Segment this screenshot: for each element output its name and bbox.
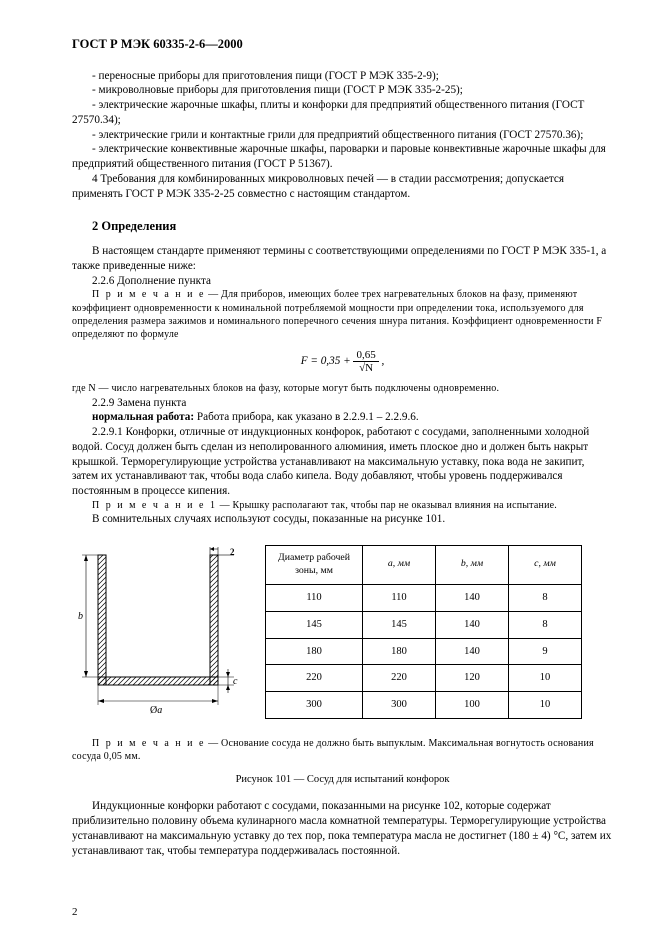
cell: 10 bbox=[509, 665, 582, 692]
th-b-label: b, мм bbox=[461, 558, 483, 569]
formula: F = 0,35 + 0,65 √N , bbox=[72, 349, 613, 374]
cell: 120 bbox=[436, 665, 509, 692]
cell: 8 bbox=[509, 611, 582, 638]
th-c: c, мм bbox=[509, 545, 582, 584]
p-226: 2.2.6 Дополнение пункта bbox=[72, 274, 613, 289]
dim-a: Øa bbox=[150, 705, 162, 716]
paragraph-4: 4 Требования для комбинированных микрово… bbox=[72, 172, 613, 202]
list-item-1: - микроволновые приборы для приготовлени… bbox=[72, 83, 613, 98]
note-1-label: П р и м е ч а н и е bbox=[92, 289, 205, 300]
formula-fraction: 0,65 √N bbox=[353, 349, 378, 374]
vessel-diagram: 2 b c Øa bbox=[72, 541, 247, 716]
note-3: П р и м е ч а н и е — Основание сосуда н… bbox=[72, 737, 613, 763]
formula-tail: , bbox=[379, 355, 385, 367]
cell: 10 bbox=[509, 692, 582, 719]
list-item-3: - электрические грили и контактные грили… bbox=[72, 128, 613, 143]
cell: 8 bbox=[509, 584, 582, 611]
cell: 145 bbox=[266, 611, 363, 638]
cell: 100 bbox=[436, 692, 509, 719]
formula-lhs: F bbox=[301, 355, 308, 367]
p-doubt: В сомнительных случаях используют сосуды… bbox=[72, 512, 613, 527]
cell: 145 bbox=[363, 611, 436, 638]
sec2-intro: В настоящем стандарте применяют термины … bbox=[72, 244, 613, 274]
formula-num: 0,65 bbox=[353, 349, 378, 362]
cell: 180 bbox=[363, 638, 436, 665]
list-item-4: - электрические конвективные жарочные шк… bbox=[72, 142, 613, 172]
note-2: П р и м е ч а н и е 1 — Крышку располага… bbox=[72, 499, 613, 512]
p-229-norm: нормальная работа: Работа прибора, как у… bbox=[72, 410, 613, 425]
figure-101: 2 b c Øa bbox=[72, 541, 613, 719]
dim-c: c bbox=[233, 676, 238, 687]
table-row: 220 220 120 10 bbox=[266, 665, 582, 692]
doc-header: ГОСТ Р МЭК 60335-2-6—2000 bbox=[72, 36, 613, 53]
vessel-table: Диаметр рабочей зоны, мм a, мм b, мм c, … bbox=[265, 545, 582, 719]
cell: 300 bbox=[363, 692, 436, 719]
cell: 180 bbox=[266, 638, 363, 665]
cell: 140 bbox=[436, 584, 509, 611]
list-item-0: - переносные приборы для приготовления п… bbox=[72, 69, 613, 84]
table-row: 145 145 140 8 bbox=[266, 611, 582, 638]
table-header-row: Диаметр рабочей зоны, мм a, мм b, мм c, … bbox=[266, 545, 582, 584]
formula-eq: = 0,35 + bbox=[310, 355, 350, 367]
page: ГОСТ Р МЭК 60335-2-6—2000 - переносные п… bbox=[0, 0, 661, 936]
th-a: a, мм bbox=[363, 545, 436, 584]
cell: 220 bbox=[266, 665, 363, 692]
cell: 140 bbox=[436, 611, 509, 638]
p-229: 2.2.9 Замена пункта bbox=[72, 396, 613, 411]
table-row: 180 180 140 9 bbox=[266, 638, 582, 665]
th-diameter: Диаметр рабочей зоны, мм bbox=[266, 545, 363, 584]
dim-b: b bbox=[78, 611, 83, 622]
note-1: П р и м е ч а н и е — Для приборов, имею… bbox=[72, 288, 613, 341]
th-c-label: c, мм bbox=[534, 558, 556, 569]
p-229-norm-body: Работа прибора, как указано в 2.2.9.1 – … bbox=[194, 411, 419, 423]
section-2-title: 2 Определения bbox=[92, 218, 613, 235]
cell: 140 bbox=[436, 638, 509, 665]
figure-101-caption: Рисунок 101 — Сосуд для испытаний конфор… bbox=[72, 773, 613, 787]
dim-2: 2 bbox=[230, 547, 235, 557]
cell: 220 bbox=[363, 665, 436, 692]
table-row: 110 110 140 8 bbox=[266, 584, 582, 611]
cell: 9 bbox=[509, 638, 582, 665]
where-n: где N — число нагревательных блоков на ф… bbox=[72, 382, 613, 395]
list-item-2: - электрические жарочные шкафы, плиты и … bbox=[72, 98, 613, 128]
page-number: 2 bbox=[72, 905, 78, 920]
p-229-norm-lead: нормальная работа: bbox=[92, 411, 194, 423]
formula-den: √N bbox=[353, 362, 378, 374]
cell: 300 bbox=[266, 692, 363, 719]
note-3-label: П р и м е ч а н и е bbox=[92, 738, 205, 749]
table-row: 300 300 100 10 bbox=[266, 692, 582, 719]
cell: 110 bbox=[363, 584, 436, 611]
cell: 110 bbox=[266, 584, 363, 611]
p-induction: Индукционные конфорки работают с сосудам… bbox=[72, 799, 613, 858]
note-2-body: — Крышку располагают так, чтобы пар не о… bbox=[217, 500, 557, 511]
th-b: b, мм bbox=[436, 545, 509, 584]
th-a-label: a, мм bbox=[388, 558, 410, 569]
p-2291: 2.2.9.1 Конфорки, отличные от индукционн… bbox=[72, 425, 613, 499]
note-2-label: П р и м е ч а н и е 1 bbox=[92, 500, 217, 511]
